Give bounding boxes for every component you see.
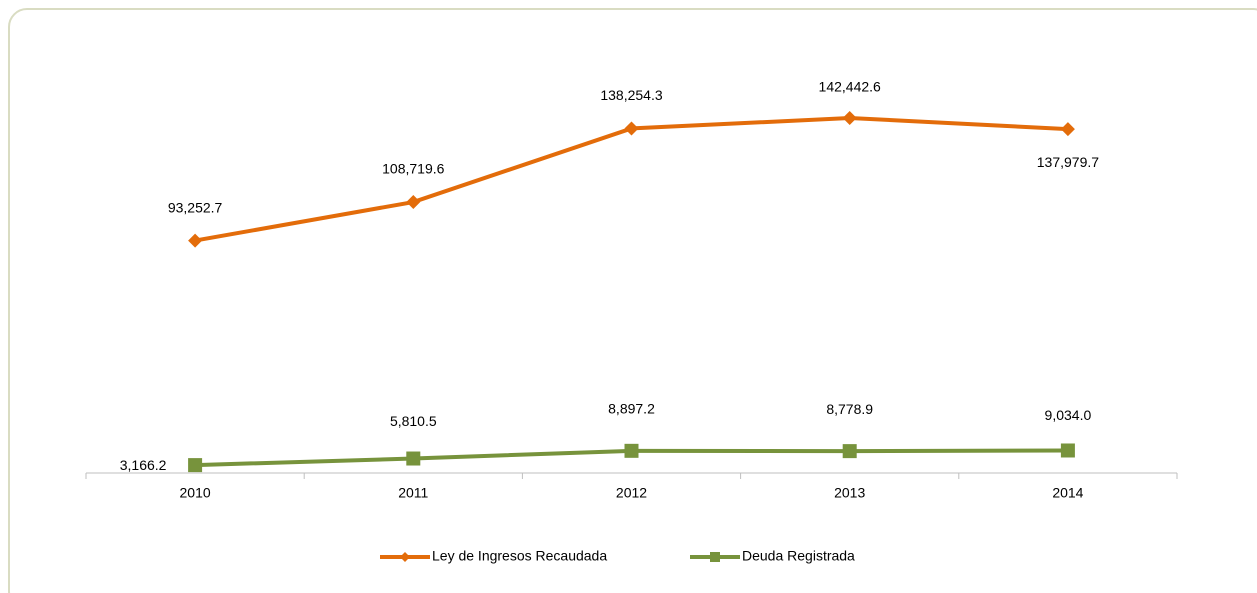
x-tick-label: 2013: [834, 485, 865, 501]
marker: [624, 443, 639, 458]
x-tick-label: 2010: [180, 485, 211, 501]
marker: [1060, 122, 1075, 137]
chart-border: [8, 8, 1257, 593]
marker: [842, 444, 857, 459]
legend-label: Deuda Registrada: [742, 548, 855, 564]
legend-marker: [710, 552, 720, 562]
data-label: 9,034.0: [1045, 407, 1092, 423]
data-label: 137,979.7: [1037, 154, 1099, 170]
x-tick-label: 2011: [398, 485, 428, 501]
marker: [406, 195, 421, 210]
legend-label: Ley de Ingresos Recaudada: [432, 548, 607, 564]
data-label: 138,254.3: [600, 87, 662, 103]
data-label: 142,442.6: [819, 79, 881, 95]
marker: [406, 451, 421, 466]
data-label: 8,897.2: [608, 401, 655, 417]
data-label: 3,166.2: [120, 457, 167, 473]
data-label: 5,810.5: [390, 413, 437, 429]
marker: [842, 111, 857, 125]
x-tick-label: 2014: [1052, 485, 1083, 501]
marker: [1060, 443, 1075, 458]
x-tick-label: 2012: [616, 485, 647, 501]
marker: [188, 233, 203, 248]
data-label: 8,778.9: [826, 401, 873, 417]
marker: [624, 121, 639, 136]
legend-marker: [400, 552, 410, 562]
data-label: 93,252.7: [168, 199, 223, 215]
marker: [188, 458, 203, 473]
data-label: 108,719.6: [382, 161, 444, 177]
